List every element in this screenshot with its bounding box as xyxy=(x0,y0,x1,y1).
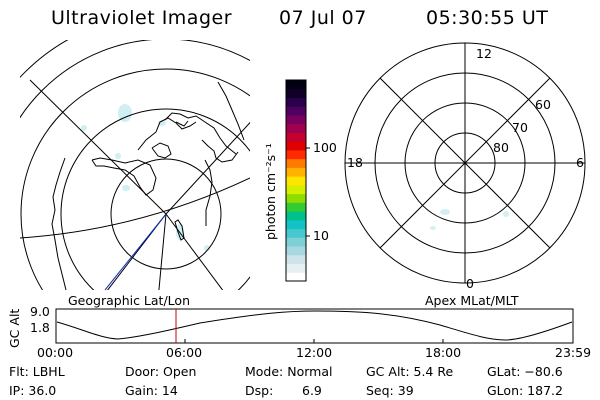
status-glon: GLon: 187.2 xyxy=(487,383,563,398)
colorbar-swatch xyxy=(286,263,306,273)
colorbar-swatch xyxy=(286,167,306,177)
altitude-ytick-low: 1.8 xyxy=(30,320,50,335)
track-line xyxy=(104,213,167,291)
colorbar-swatch xyxy=(286,193,306,203)
colorbar-swatch xyxy=(286,141,306,151)
header-date: 07 Jul 07 xyxy=(279,7,367,29)
altitude-ylabel: GC Alt xyxy=(7,308,22,348)
time-tick-2359: 23:59 xyxy=(555,345,592,360)
colorbar-swatch xyxy=(286,237,306,247)
geographic-map xyxy=(20,40,250,291)
colorbar-swatch xyxy=(286,254,306,265)
colorbar-swatch xyxy=(286,149,306,160)
mlat-label-60: 60 xyxy=(535,97,551,112)
colorbar-swatch xyxy=(286,211,306,221)
colorbar xyxy=(286,80,306,282)
mlat-label-80: 80 xyxy=(493,140,509,155)
colorbar-swatch xyxy=(286,97,306,107)
status-dsp-label: Dsp: xyxy=(245,383,274,398)
status-seq: Seq: 39 xyxy=(366,383,414,398)
mlt-label-bottom: 0 xyxy=(466,276,474,291)
header-time: 05:30:55 UT xyxy=(426,7,549,29)
mlat-label-70: 70 xyxy=(512,120,528,135)
colorbar-swatch xyxy=(286,114,306,125)
colorbar-swatch xyxy=(286,246,306,256)
app-title: Ultraviolet Imager xyxy=(51,7,233,29)
uv-emission-polar xyxy=(430,209,509,230)
altitude-ytick-high: 9.0 xyxy=(30,304,50,319)
colorbar-swatch xyxy=(286,106,306,116)
status-dsp-value: 6.9 xyxy=(302,383,322,398)
colorbar-swatch xyxy=(286,184,306,195)
colorbar-swatch xyxy=(286,88,306,98)
map-label: Geographic Lat/Lon xyxy=(68,293,190,308)
colorbar-tick-10: 10 xyxy=(313,228,329,243)
time-tick-1800: 18:00 xyxy=(425,345,462,360)
colorbar-unit-label: photon cm⁻²s⁻¹ xyxy=(263,143,278,240)
status-gain: Gain: 14 xyxy=(125,383,178,398)
time-tick-1200: 12:00 xyxy=(296,345,333,360)
polar-label: Apex MLat/MLT xyxy=(425,293,519,308)
colorbar-swatch xyxy=(286,123,306,133)
colorbar-swatch xyxy=(286,158,306,168)
polar-plot xyxy=(344,42,586,284)
colorbar-swatch xyxy=(286,80,306,90)
status-ip: IP: 36.0 xyxy=(9,383,57,398)
colorbar-swatch xyxy=(286,132,306,142)
colorbar-swatch xyxy=(286,272,306,282)
mlt-label-left: 18 xyxy=(347,155,363,170)
colorbar-tick-100: 100 xyxy=(313,140,337,155)
colorbar-swatch xyxy=(286,176,306,186)
status-flt: Flt: LBHL xyxy=(9,364,65,379)
time-tick-0600: 06:00 xyxy=(166,345,203,360)
status-glat: GLat: −80.6 xyxy=(487,364,563,379)
status-gcalt: GC Alt: 5.4 Re xyxy=(366,364,454,379)
status-door: Door: Open xyxy=(125,364,197,379)
time-tick-0000: 00:00 xyxy=(37,345,74,360)
mlt-label-right: 6 xyxy=(576,155,584,170)
mlt-label-top: 12 xyxy=(476,46,492,61)
colorbar-swatch xyxy=(286,228,306,238)
colorbar-swatch xyxy=(286,202,306,212)
colorbar-swatch xyxy=(286,219,306,230)
status-mode: Mode: Normal xyxy=(245,364,333,379)
altitude-chart xyxy=(55,308,574,344)
